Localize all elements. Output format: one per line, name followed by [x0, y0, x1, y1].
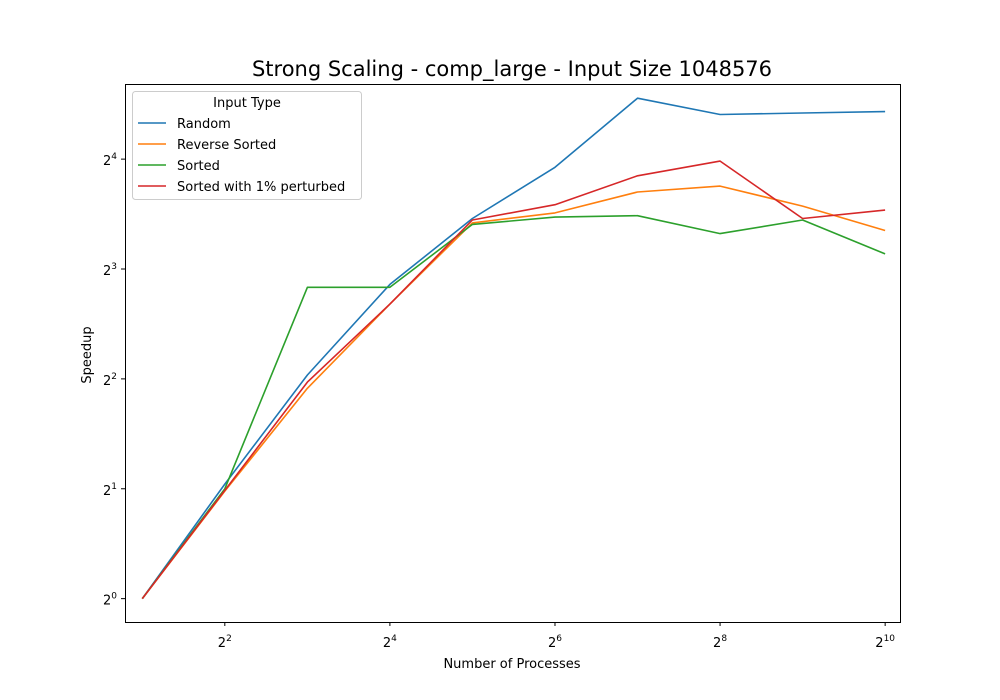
- y-tick-label: 22: [103, 372, 117, 389]
- y-axis: 20 21 22 23 24: [103, 152, 125, 609]
- plot-frame: [125, 84, 901, 623]
- x-tick-label: 28: [713, 634, 727, 651]
- y-tick-label: 24: [103, 152, 117, 169]
- legend-label-random: Random: [177, 117, 231, 132]
- x-axis: 22 24 26 28 210: [218, 622, 895, 651]
- x-tick-label: 26: [548, 634, 562, 651]
- series-line-random: [141, 97, 886, 600]
- series-line-sorted: [141, 214, 886, 600]
- legend-box: [132, 91, 362, 200]
- legend-label-reverse-sorted: Reverse Sorted: [177, 138, 276, 153]
- y-tick-label: 20: [103, 592, 117, 609]
- y-tick-label: 23: [103, 262, 117, 279]
- y-axis-label: Speedup: [80, 326, 95, 383]
- x-tick-label: 22: [218, 634, 232, 651]
- y-tick-label: 21: [103, 482, 117, 499]
- series-line-reverse-sorted: [141, 185, 886, 600]
- x-axis-label: Number of Processes: [443, 657, 580, 672]
- x-tick-label: 210: [875, 634, 895, 651]
- x-tick-label: 24: [383, 634, 397, 651]
- chart-title: Strong Scaling - comp_large - Input Size…: [252, 57, 772, 82]
- legend: Input Type Random Reverse Sorted Sorted Sor…: [132, 91, 362, 200]
- plot-lines: [141, 97, 886, 600]
- series-line-sorted-with-1-perturbed: [141, 160, 886, 600]
- legend-title: Input Type: [213, 96, 281, 111]
- legend-label-sorted: Sorted: [177, 159, 220, 174]
- legend-label-sorted-with-1-perturbed: Sorted with 1% perturbed: [177, 180, 345, 195]
